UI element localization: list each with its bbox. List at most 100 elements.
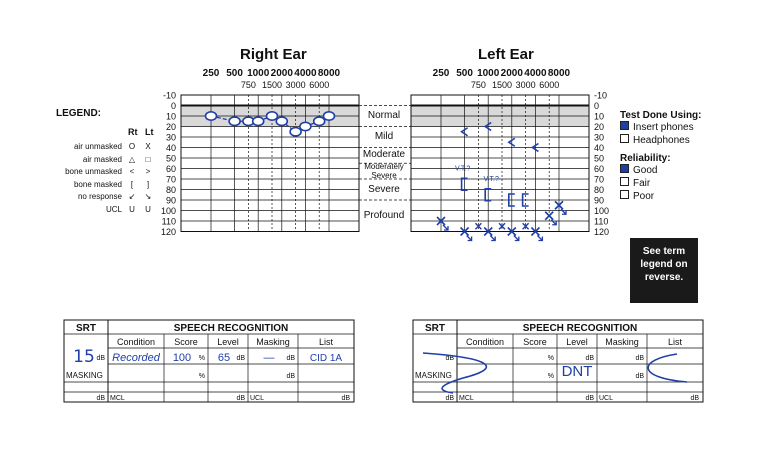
reliability-option-label: Good: [633, 165, 658, 176]
db-label-right: 60: [594, 164, 604, 174]
right-srt-header: SRT: [76, 323, 96, 334]
reliability-option[interactable]: Fair: [620, 177, 701, 190]
right-col-header: Level: [217, 337, 239, 347]
reliability-title: Reliability:: [620, 153, 671, 164]
reliability-option[interactable]: Poor: [620, 190, 701, 203]
left-freq-label: 8000: [548, 68, 571, 79]
right-col-header: Score: [174, 337, 198, 347]
category-label: Severe: [368, 183, 400, 195]
right-col-header: Condition: [117, 337, 155, 347]
right-masking-db-unit-2: dB: [286, 373, 295, 380]
legend-symbol-lt: ↘: [144, 192, 152, 201]
left-scribble-1: [422, 352, 488, 394]
test-done-checkbox[interactable]: [620, 134, 629, 143]
reliability-checkbox[interactable]: [620, 177, 629, 186]
legend-row-label: air unmasked: [73, 142, 122, 151]
left-speech-table: [412, 319, 704, 403]
legend-title: LEGEND:: [56, 108, 101, 119]
right-condition-value: Recorded: [112, 352, 161, 364]
right-air-unmasked-mark: [265, 111, 279, 122]
right-freq-mid-label: 1500: [262, 80, 282, 90]
right-ear-title: Right Ear: [240, 46, 307, 63]
left-air-no-response-mark: [507, 226, 517, 237]
db-label-left: 60: [166, 164, 176, 174]
right-srt-db-unit: dB: [96, 355, 105, 362]
db-label-right: 90: [594, 196, 604, 206]
right-air-unmasked-mark: [204, 111, 218, 122]
right-ucl-label: UCL: [250, 395, 264, 402]
db-label-left: 0: [171, 101, 176, 111]
left-ear-title: Left Ear: [478, 46, 534, 63]
test-done-option[interactable]: Insert phones: [620, 121, 701, 134]
right-level-value: 65: [218, 352, 230, 364]
category-label: Profound: [363, 209, 405, 221]
left-bone-unmasked-mark: [460, 127, 469, 137]
legend-symbol-lt: >: [145, 167, 151, 176]
left-level-db-unit: dB: [585, 355, 594, 362]
left-bone-unmasked-mark: [483, 121, 492, 132]
legend-row-label: air masked: [82, 154, 122, 164]
right-score-pct-unit-2: %: [199, 373, 205, 380]
left-freq-label: 4000: [524, 68, 547, 79]
db-label-left: -10: [163, 91, 176, 101]
left-bone-masked-mark: [521, 193, 529, 207]
left-freq-label: 250: [433, 68, 450, 79]
left-col-header: Score: [523, 337, 547, 347]
right-speech-recognition-header: SPEECH RECOGNITION: [174, 323, 288, 334]
reliability-checkbox[interactable]: [620, 164, 629, 173]
category-label: Moderate: [362, 149, 406, 161]
right-srt-value: 15: [73, 347, 95, 367]
test-done-options: Insert phones Headphones: [620, 121, 701, 147]
right-air-unmasked-mark: [275, 116, 289, 127]
left-air-no-response-mark: [554, 200, 564, 210]
legend-row-label: bone masked: [73, 179, 122, 189]
left-score-pct-unit: %: [548, 355, 554, 362]
right-freq-mid-label: 750: [241, 80, 256, 90]
db-label-left: 120: [161, 227, 176, 237]
db-label-right: 30: [594, 133, 604, 143]
right-freq-label: 250: [203, 68, 220, 79]
db-label-left: 90: [166, 196, 176, 206]
right-speech-table: [63, 319, 355, 403]
db-label-right: 40: [594, 143, 604, 153]
right-score-pct-unit: %: [199, 355, 205, 362]
right-freq-label: 8000: [318, 68, 341, 79]
reliability-checkbox[interactable]: [620, 190, 629, 199]
right-score-value: 100: [173, 352, 191, 364]
left-freq-label: 500: [456, 68, 473, 79]
right-air-unmasked-mark: [251, 116, 265, 127]
db-label-right: 110: [594, 217, 608, 227]
test-done-checkbox[interactable]: [620, 121, 629, 130]
right-masking-label: MASKING: [66, 371, 103, 380]
left-mcl-label: MCL: [459, 395, 474, 402]
left-air-no-response-mark-arrow: [550, 219, 557, 226]
right-air-unmasked-mark: [228, 116, 241, 127]
legend-symbol-rt: [: [130, 179, 134, 189]
left-bone-masked-mark: [460, 177, 468, 192]
left-bone-unmasked-mark: [507, 137, 516, 147]
left-air-no-response-mark: [460, 226, 470, 237]
left-freq-mid-label: 1500: [492, 80, 512, 90]
legend-symbol-rt: ↙: [128, 192, 136, 201]
db-label-left: 40: [166, 143, 176, 153]
left-srt-db-unit: dB: [445, 355, 454, 362]
legend-symbol-rt: △: [128, 154, 136, 164]
db-label-left: 80: [166, 185, 176, 195]
left-ucl-end-db-unit: dB: [690, 395, 699, 402]
legend-symbol-lt: □: [145, 154, 151, 164]
reliability-options: Good Fair Poor: [620, 164, 701, 203]
left-air-no-response-mark: [544, 211, 554, 221]
vt-annotation-2: V.T.?: [484, 176, 499, 183]
db-label-left: 70: [166, 175, 176, 185]
left-freq-mid-label: 750: [471, 80, 486, 90]
right-freq-label: 4000: [294, 68, 317, 79]
test-done-option-label: Headphones: [633, 135, 690, 146]
db-label-right: -10: [594, 91, 607, 101]
test-done-option[interactable]: Headphones: [620, 134, 701, 147]
db-label-right: 10: [594, 112, 604, 122]
right-air-unmasked-mark: [289, 126, 302, 137]
reliability-option[interactable]: Good: [620, 164, 701, 177]
left-col-header: Level: [566, 337, 588, 347]
left-air-no-response-mark: [530, 226, 540, 237]
